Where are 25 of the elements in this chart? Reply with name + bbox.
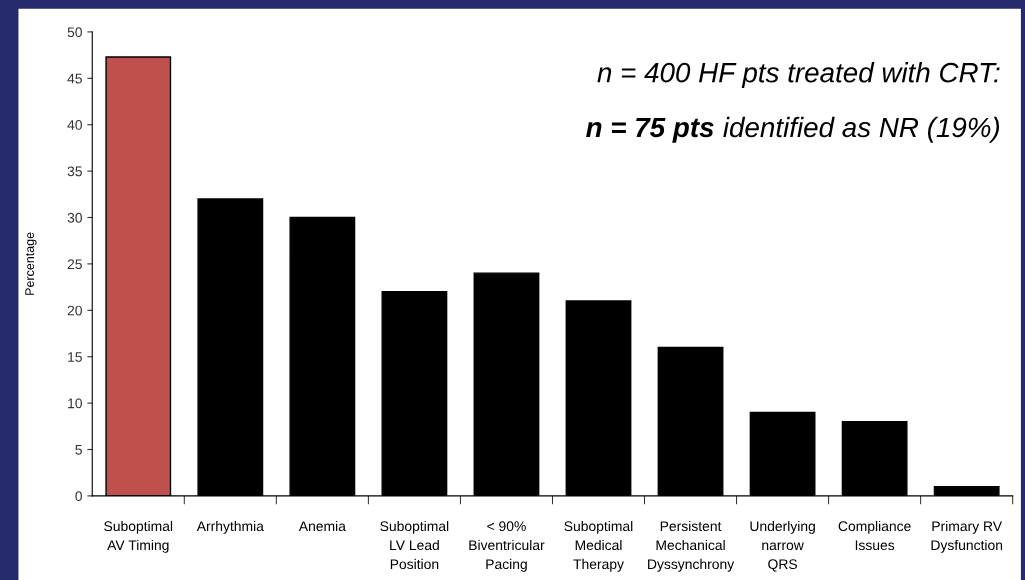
y-tick-label: 5 <box>75 444 82 455</box>
y-tick-label: 35 <box>67 166 82 177</box>
y-tick-label: 45 <box>67 73 82 84</box>
x-tick-label: Suboptimal AV Timing <box>104 520 173 553</box>
y-tick-label: 40 <box>67 120 82 130</box>
x-tick-label: Underlying narrow QRS <box>750 520 815 572</box>
y-tick-label: 10 <box>68 398 82 409</box>
annotation: n = 400 HF pts treated with CRT: <box>597 62 1000 88</box>
x-tick-label: Persistent Mechanical Dyssynchrony <box>648 520 735 572</box>
x-tick-label: Suboptimal Medical Therapy <box>564 520 633 572</box>
y-tick-label: 50 <box>67 27 82 38</box>
x-tick-label: Compliance Issues <box>838 520 911 551</box>
x-tick-label: Primary RV Dysfunction <box>931 520 1003 553</box>
x-tick-label: Arrhythmia <box>196 520 264 534</box>
y-tick-label: 0 <box>75 491 82 502</box>
y-tick-label: 20 <box>67 305 82 316</box>
x-tick-label: Suboptimal LV Lead Position <box>380 520 449 570</box>
annotation: identified as NR (19%) <box>723 116 1000 143</box>
x-tick-label: Anemia <box>298 520 346 532</box>
y-tick-label: 30 <box>67 212 82 223</box>
annotation: n = 75 pts <box>586 117 714 143</box>
y-tick-label: 25 <box>67 259 82 270</box>
y-tick-label: 15 <box>68 352 82 362</box>
x-tick-label: < 90% Biventricular Pacing <box>469 521 545 572</box>
y-axis-title: Percentage <box>25 232 37 295</box>
